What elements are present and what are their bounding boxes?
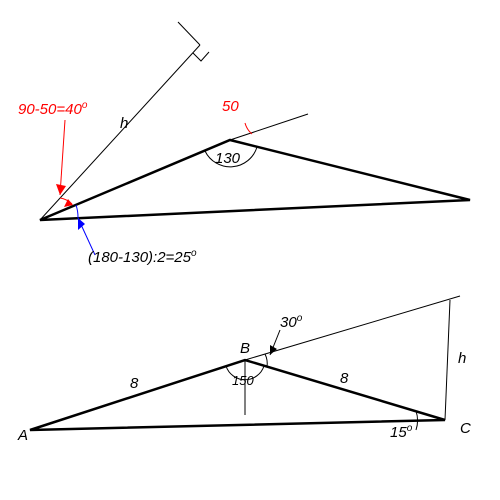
label-side-BC: 8	[340, 370, 348, 387]
label-40deg: 90-50=40o	[18, 100, 87, 118]
arc-25	[76, 205, 78, 218]
extension-line-1	[230, 114, 308, 140]
label-angle-15: 15o	[390, 423, 412, 441]
red-arrow-line	[60, 120, 65, 195]
geometry-canvas	[0, 0, 500, 500]
label-angle-30: 30o	[280, 313, 302, 331]
extension-line-2	[245, 296, 460, 360]
label-50: 50	[222, 98, 239, 115]
label-A: A	[18, 427, 28, 444]
blue-arrow-head	[78, 218, 85, 230]
label-C: C	[460, 420, 471, 437]
label-angle-150: 150	[232, 373, 254, 388]
label-h-1: h	[120, 115, 128, 132]
label-B: B	[240, 340, 250, 357]
triangle-2	[30, 360, 445, 430]
label-side-AB: 8	[130, 375, 138, 392]
right-angle-mark-1	[193, 52, 209, 61]
label-130: 130	[215, 150, 240, 167]
altitude-h-2	[445, 300, 450, 420]
altitude-ext-1	[178, 22, 200, 45]
arc-50	[245, 123, 252, 134]
label-h-2: h	[458, 350, 466, 367]
label-25deg: (180-130):2=25o	[88, 248, 197, 266]
